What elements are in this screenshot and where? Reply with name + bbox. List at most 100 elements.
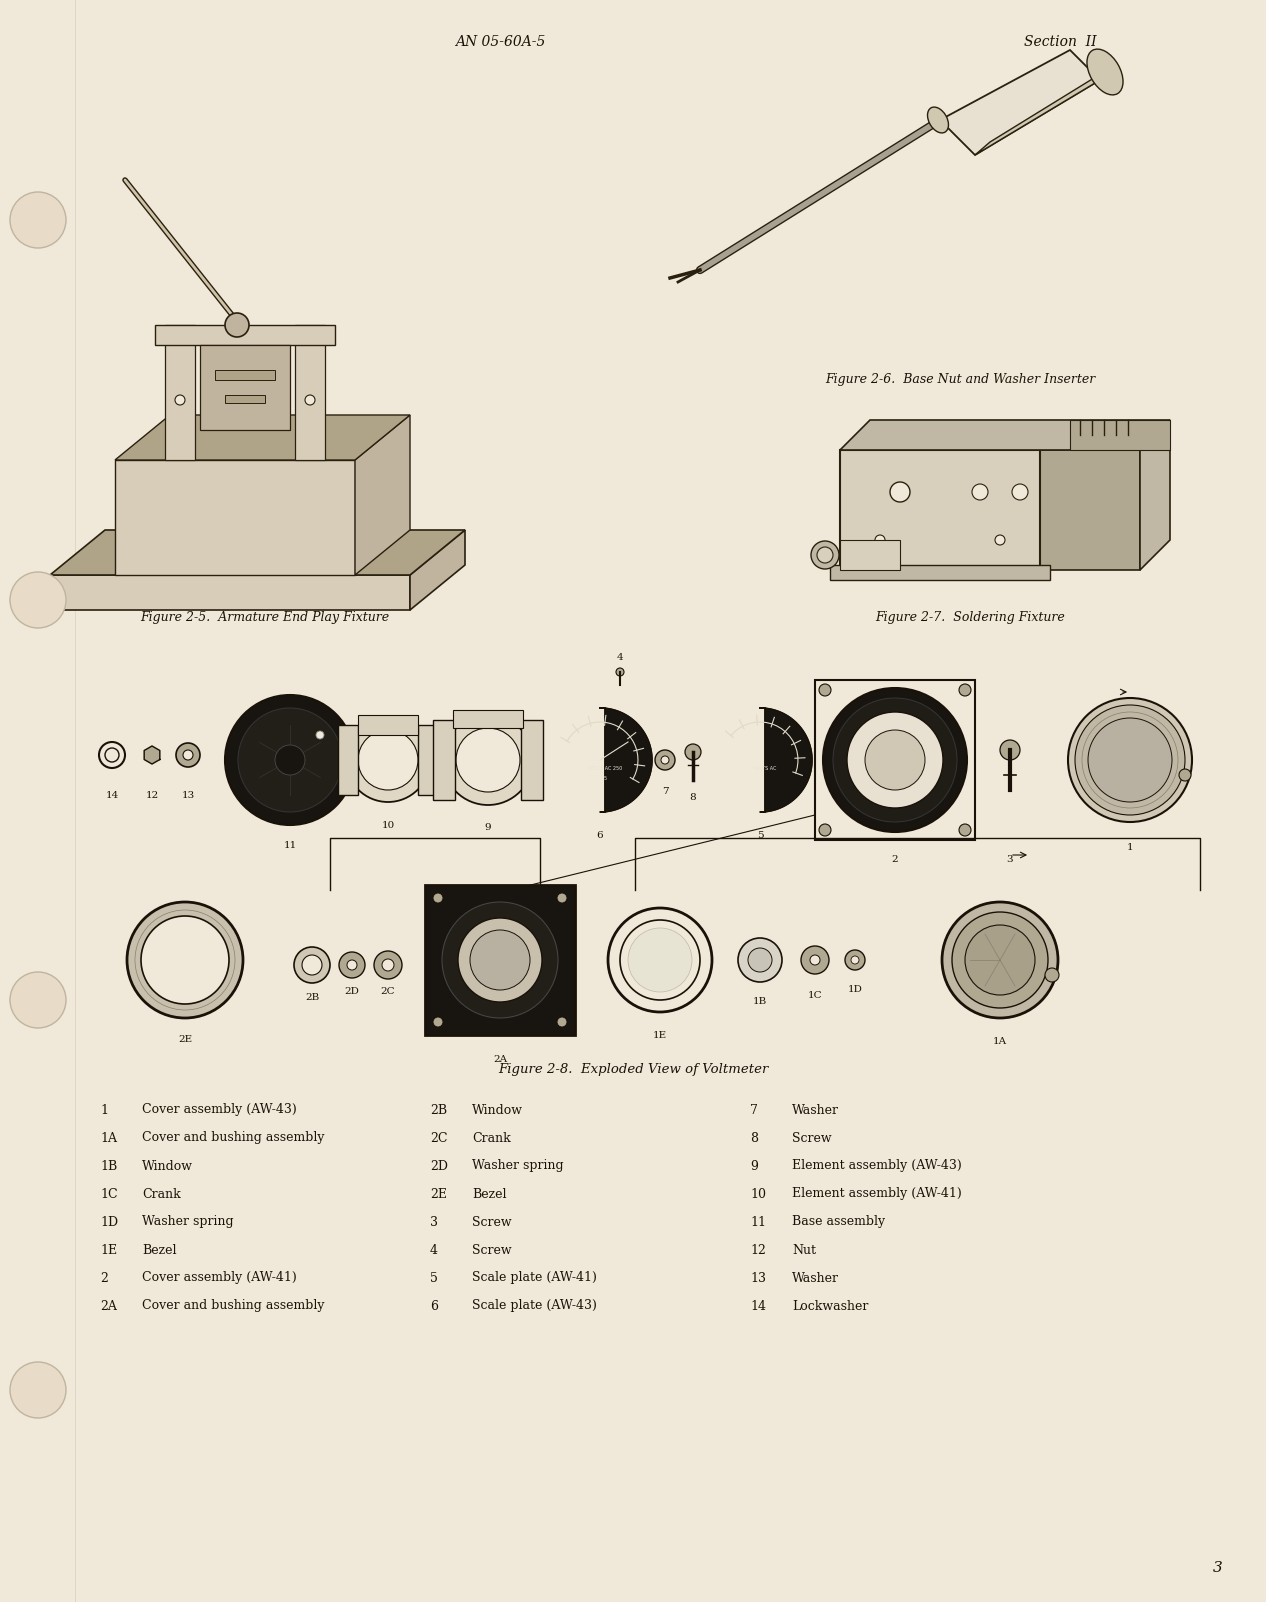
Circle shape xyxy=(456,727,520,791)
Polygon shape xyxy=(975,66,1115,155)
Bar xyxy=(418,726,438,795)
Circle shape xyxy=(458,918,542,1001)
Circle shape xyxy=(1044,968,1058,982)
Text: 7: 7 xyxy=(749,1104,758,1117)
Circle shape xyxy=(382,960,394,971)
Text: 10: 10 xyxy=(749,1187,766,1200)
Circle shape xyxy=(960,684,971,695)
Text: Crank: Crank xyxy=(142,1187,181,1200)
Text: 3: 3 xyxy=(1006,855,1013,865)
Circle shape xyxy=(238,708,342,812)
Text: 1D: 1D xyxy=(847,985,862,995)
Polygon shape xyxy=(1039,450,1139,570)
Ellipse shape xyxy=(928,107,948,133)
Text: 2B: 2B xyxy=(430,1104,447,1117)
Circle shape xyxy=(810,955,820,964)
Circle shape xyxy=(620,920,700,1000)
Circle shape xyxy=(10,192,66,248)
Text: Cover assembly (AW-41): Cover assembly (AW-41) xyxy=(142,1272,296,1285)
Text: 13: 13 xyxy=(749,1272,766,1285)
Polygon shape xyxy=(49,575,410,610)
Text: 14: 14 xyxy=(105,790,119,799)
Text: Nut: Nut xyxy=(793,1243,817,1256)
Circle shape xyxy=(275,745,305,775)
Circle shape xyxy=(995,535,1005,545)
Bar xyxy=(425,884,575,1035)
Circle shape xyxy=(1069,698,1193,822)
Text: Scale plate (AW-43): Scale plate (AW-43) xyxy=(472,1299,596,1312)
Text: 2E: 2E xyxy=(430,1187,447,1200)
Text: 2A: 2A xyxy=(100,1299,116,1312)
Text: Washer spring: Washer spring xyxy=(142,1216,234,1229)
Text: VOLTS AC: VOLTS AC xyxy=(753,766,776,771)
Text: VOLTS AC 250: VOLTS AC 250 xyxy=(587,766,622,771)
Circle shape xyxy=(184,750,192,759)
Bar xyxy=(433,719,454,799)
Text: Section  II: Section II xyxy=(1024,35,1096,50)
Circle shape xyxy=(661,756,668,764)
Text: Scale plate (AW-41): Scale plate (AW-41) xyxy=(472,1272,596,1285)
Text: Cover and bushing assembly: Cover and bushing assembly xyxy=(142,1131,324,1144)
Text: 9: 9 xyxy=(749,1160,758,1173)
Text: 2D: 2D xyxy=(430,1160,448,1173)
Polygon shape xyxy=(144,747,160,764)
Polygon shape xyxy=(1139,420,1170,570)
Text: Screw: Screw xyxy=(472,1243,511,1256)
Text: Figure 2-6.  Base Nut and Washer Inserter: Figure 2-6. Base Nut and Washer Inserter xyxy=(825,373,1095,386)
Text: Figure 2-8.  Exploded View of Voltmeter: Figure 2-8. Exploded View of Voltmeter xyxy=(498,1064,768,1077)
Circle shape xyxy=(875,535,885,545)
Circle shape xyxy=(443,714,533,804)
Text: Element assembly (AW-41): Element assembly (AW-41) xyxy=(793,1187,962,1200)
Text: 1A: 1A xyxy=(100,1131,116,1144)
Text: 7: 7 xyxy=(662,788,668,796)
Circle shape xyxy=(10,972,66,1028)
Text: Screw: Screw xyxy=(793,1131,832,1144)
Circle shape xyxy=(851,956,860,964)
Text: 9: 9 xyxy=(485,823,491,833)
Bar xyxy=(841,540,900,570)
Circle shape xyxy=(442,902,558,1017)
Polygon shape xyxy=(295,325,325,460)
Bar xyxy=(815,679,975,839)
Circle shape xyxy=(127,902,243,1017)
Text: 2E: 2E xyxy=(179,1035,192,1045)
Circle shape xyxy=(1012,484,1028,500)
Circle shape xyxy=(347,960,357,969)
Circle shape xyxy=(10,572,66,628)
Polygon shape xyxy=(841,420,1170,450)
Text: 1C: 1C xyxy=(808,990,823,1000)
Polygon shape xyxy=(354,415,410,575)
Text: Base assembly: Base assembly xyxy=(793,1216,885,1229)
Text: 4: 4 xyxy=(617,654,623,663)
Text: 11: 11 xyxy=(284,841,296,849)
Polygon shape xyxy=(49,530,465,575)
Bar xyxy=(225,396,265,404)
Bar xyxy=(338,726,358,795)
Circle shape xyxy=(316,731,324,739)
Text: Window: Window xyxy=(142,1160,192,1173)
Circle shape xyxy=(175,396,185,405)
Polygon shape xyxy=(154,325,335,344)
Polygon shape xyxy=(165,325,195,460)
Circle shape xyxy=(1075,705,1185,815)
Circle shape xyxy=(1000,740,1020,759)
Circle shape xyxy=(738,939,782,982)
Text: Bezel: Bezel xyxy=(472,1187,506,1200)
Circle shape xyxy=(847,711,943,807)
Text: 1B: 1B xyxy=(753,998,767,1006)
Circle shape xyxy=(628,928,693,992)
Text: 3: 3 xyxy=(1213,1560,1223,1575)
Circle shape xyxy=(433,892,443,904)
Bar xyxy=(453,710,523,727)
Text: 12: 12 xyxy=(749,1243,766,1256)
Circle shape xyxy=(812,541,839,569)
Circle shape xyxy=(557,1017,567,1027)
Circle shape xyxy=(10,1362,66,1418)
Circle shape xyxy=(819,823,830,836)
Circle shape xyxy=(346,718,430,803)
Text: AN 05-60A-5: AN 05-60A-5 xyxy=(454,35,546,50)
Text: 1B: 1B xyxy=(100,1160,118,1173)
Circle shape xyxy=(823,687,967,831)
Polygon shape xyxy=(939,50,1100,155)
Text: Figure 2-7.  Soldering Fixture: Figure 2-7. Soldering Fixture xyxy=(875,612,1065,625)
